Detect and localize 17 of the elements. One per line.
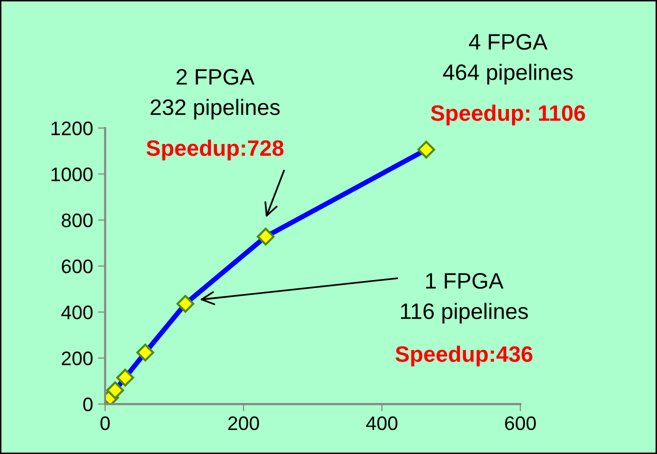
text: 4 FPGA 464 pipelines [443,34,573,85]
y-tick-label: 0 [83,398,93,412]
x-tick-label: 600 [505,416,536,430]
x-tick-label: 200 [228,416,259,430]
y-tick-label: 1000 [52,168,93,182]
y-tick-label: 1200 [52,121,93,136]
y-tick-label: 600 [62,260,93,274]
y-tick-label: 800 [62,214,93,228]
x-tick-label: 400 [366,416,398,430]
annotation: 1 FPGA 116 pipelines [401,273,528,324]
annotation: Speedup:436 [395,346,532,366]
y-tick-label: 200 [62,352,93,366]
x-tick-label: 0 [100,416,110,430]
text: 2 FPGA 232 pipelines [150,69,280,120]
y-tick-label: 400 [61,306,93,320]
text: Speedup: 1106 [430,104,586,126]
annotation: Speedup:728 [146,140,284,160]
